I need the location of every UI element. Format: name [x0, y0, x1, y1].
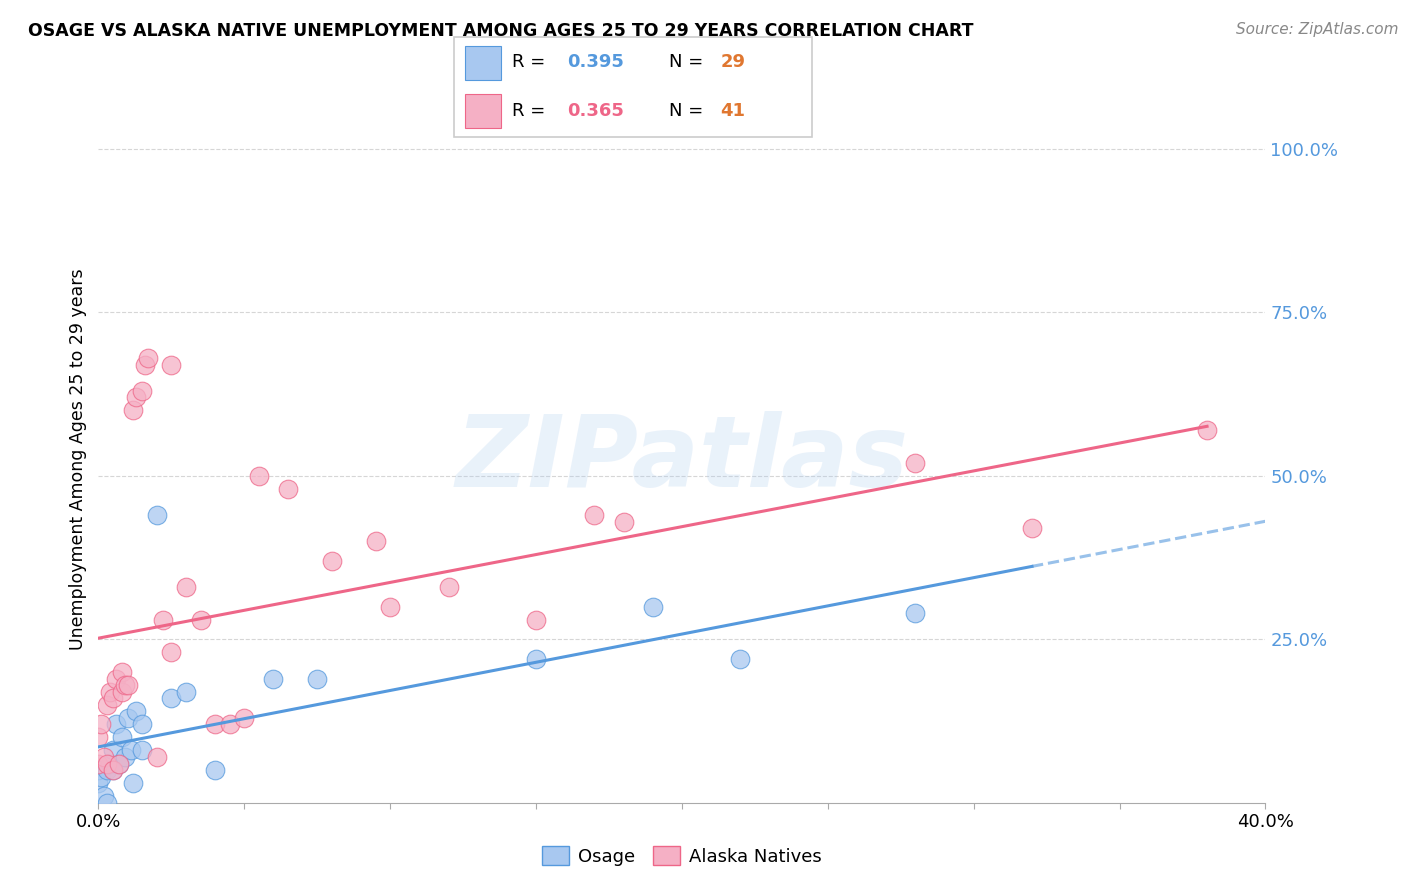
Text: 0.395: 0.395	[567, 54, 624, 71]
Point	[190, 613, 212, 627]
Point	[262, 672, 284, 686]
Point	[90, 770, 112, 784]
Point	[117, 678, 139, 692]
FancyBboxPatch shape	[454, 37, 811, 137]
Point	[111, 684, 134, 698]
Point	[101, 763, 124, 777]
Point	[152, 613, 174, 627]
Point	[96, 698, 118, 712]
Y-axis label: Unemployment Among Ages 25 to 29 years: Unemployment Among Ages 25 to 29 years	[69, 268, 87, 650]
Point	[108, 756, 131, 771]
Text: N =: N =	[669, 102, 709, 120]
Point	[136, 351, 159, 365]
Point	[117, 711, 139, 725]
Text: R =: R =	[512, 54, 551, 71]
Point	[125, 390, 148, 404]
Point	[160, 691, 183, 706]
Point	[904, 456, 927, 470]
Point	[87, 731, 110, 745]
Point	[98, 684, 121, 698]
Point	[111, 731, 134, 745]
Point	[93, 789, 115, 804]
Text: R =: R =	[512, 102, 551, 120]
Point	[904, 606, 927, 620]
Point	[134, 358, 156, 372]
Point	[101, 743, 124, 757]
Point	[174, 580, 197, 594]
Point	[104, 717, 127, 731]
Point	[98, 756, 121, 771]
Point	[583, 508, 606, 522]
Text: 0.365: 0.365	[567, 102, 624, 120]
Text: N =: N =	[669, 54, 709, 71]
Point	[101, 763, 124, 777]
Point	[111, 665, 134, 679]
Point	[114, 750, 136, 764]
Text: ZIPatlas: ZIPatlas	[456, 411, 908, 508]
Point	[524, 613, 547, 627]
Point	[96, 763, 118, 777]
Point	[277, 482, 299, 496]
Legend: Osage, Alaska Natives: Osage, Alaska Natives	[534, 839, 830, 872]
Point	[96, 756, 118, 771]
Point	[160, 358, 183, 372]
Point	[125, 704, 148, 718]
Point	[247, 468, 270, 483]
Text: Source: ZipAtlas.com: Source: ZipAtlas.com	[1236, 22, 1399, 37]
FancyBboxPatch shape	[464, 95, 501, 128]
Text: 29: 29	[720, 54, 745, 71]
Point	[728, 652, 751, 666]
Point	[131, 384, 153, 398]
Point	[307, 672, 329, 686]
Point	[146, 750, 169, 764]
Point	[378, 599, 402, 614]
Point	[321, 554, 343, 568]
Point	[96, 796, 118, 810]
FancyBboxPatch shape	[464, 46, 501, 79]
Point	[122, 776, 145, 790]
Point	[90, 717, 112, 731]
Point	[204, 717, 226, 731]
Point	[114, 678, 136, 692]
Point	[87, 763, 110, 777]
Point	[233, 711, 256, 725]
Point	[120, 743, 142, 757]
Point	[1195, 423, 1218, 437]
Point	[104, 672, 127, 686]
Text: OSAGE VS ALASKA NATIVE UNEMPLOYMENT AMONG AGES 25 TO 29 YEARS CORRELATION CHART: OSAGE VS ALASKA NATIVE UNEMPLOYMENT AMON…	[28, 22, 973, 40]
Point	[612, 515, 634, 529]
Point	[437, 580, 460, 594]
Point	[131, 743, 153, 757]
Point	[204, 763, 226, 777]
Point	[87, 756, 110, 771]
Point	[122, 403, 145, 417]
Point	[174, 684, 197, 698]
Point	[146, 508, 169, 522]
Point	[87, 776, 110, 790]
Point	[108, 756, 131, 771]
Point	[93, 750, 115, 764]
Point	[641, 599, 664, 614]
Text: 41: 41	[720, 102, 745, 120]
Point	[1021, 521, 1043, 535]
Point	[524, 652, 547, 666]
Point	[218, 717, 240, 731]
Point	[131, 717, 153, 731]
Point	[101, 691, 124, 706]
Point	[364, 534, 387, 549]
Point	[160, 645, 183, 659]
